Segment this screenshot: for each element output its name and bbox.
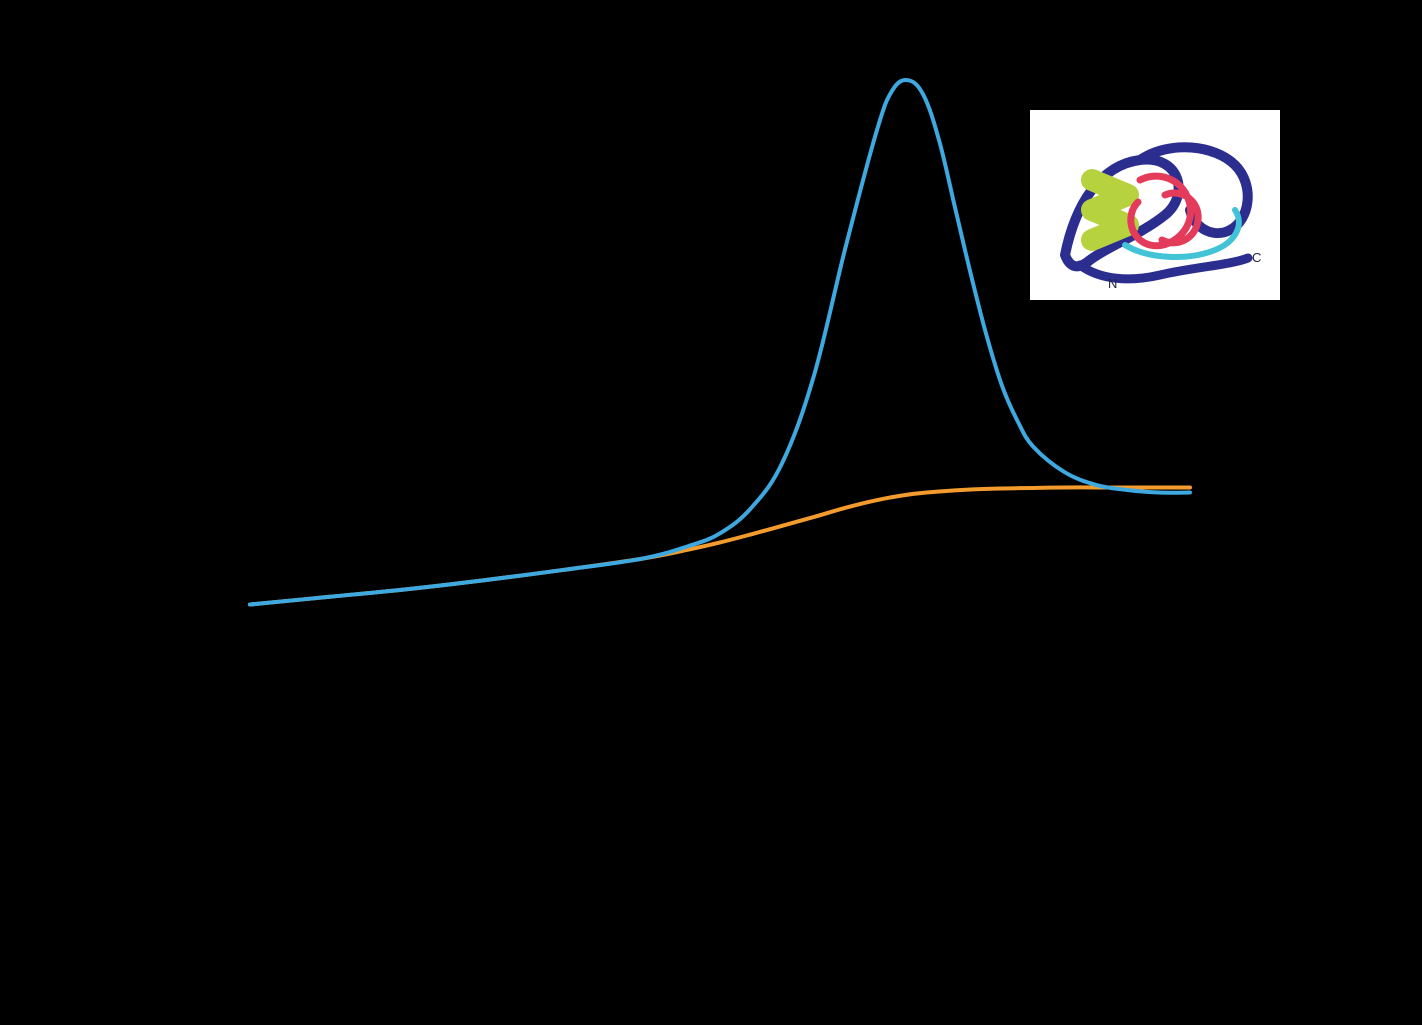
protein-inset: NC	[1030, 110, 1280, 300]
protein-ribbon-4	[1080, 258, 1248, 279]
chart-container: NC	[0, 0, 1422, 1025]
protein-c-terminus-label: C	[1252, 250, 1261, 265]
protein-n-terminus-label: N	[1108, 276, 1117, 291]
protein-ribbon-1	[1092, 180, 1128, 240]
protein-inset-svg: NC	[1030, 110, 1280, 300]
